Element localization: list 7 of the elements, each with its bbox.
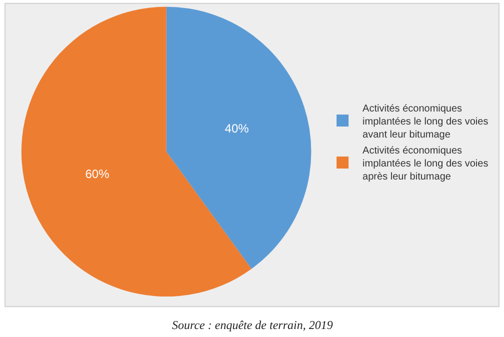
source-note: Source : enquête de terrain, 2019 (172, 318, 333, 332)
legend-label: Activités économiques implantées le long des voies après leur bitumage (362, 145, 488, 182)
data-label: 60% (85, 167, 110, 182)
pie-slice (166, 6, 311, 269)
pie-slice (21, 6, 252, 297)
data-label: 40% (224, 122, 250, 136)
legend-label: Activités économiques implantées le long des voies avant leur bitumage (362, 103, 488, 140)
